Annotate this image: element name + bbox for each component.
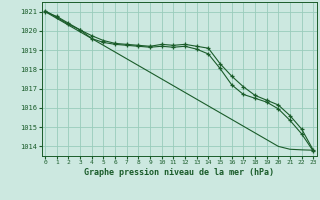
X-axis label: Graphe pression niveau de la mer (hPa): Graphe pression niveau de la mer (hPa) — [84, 168, 274, 177]
